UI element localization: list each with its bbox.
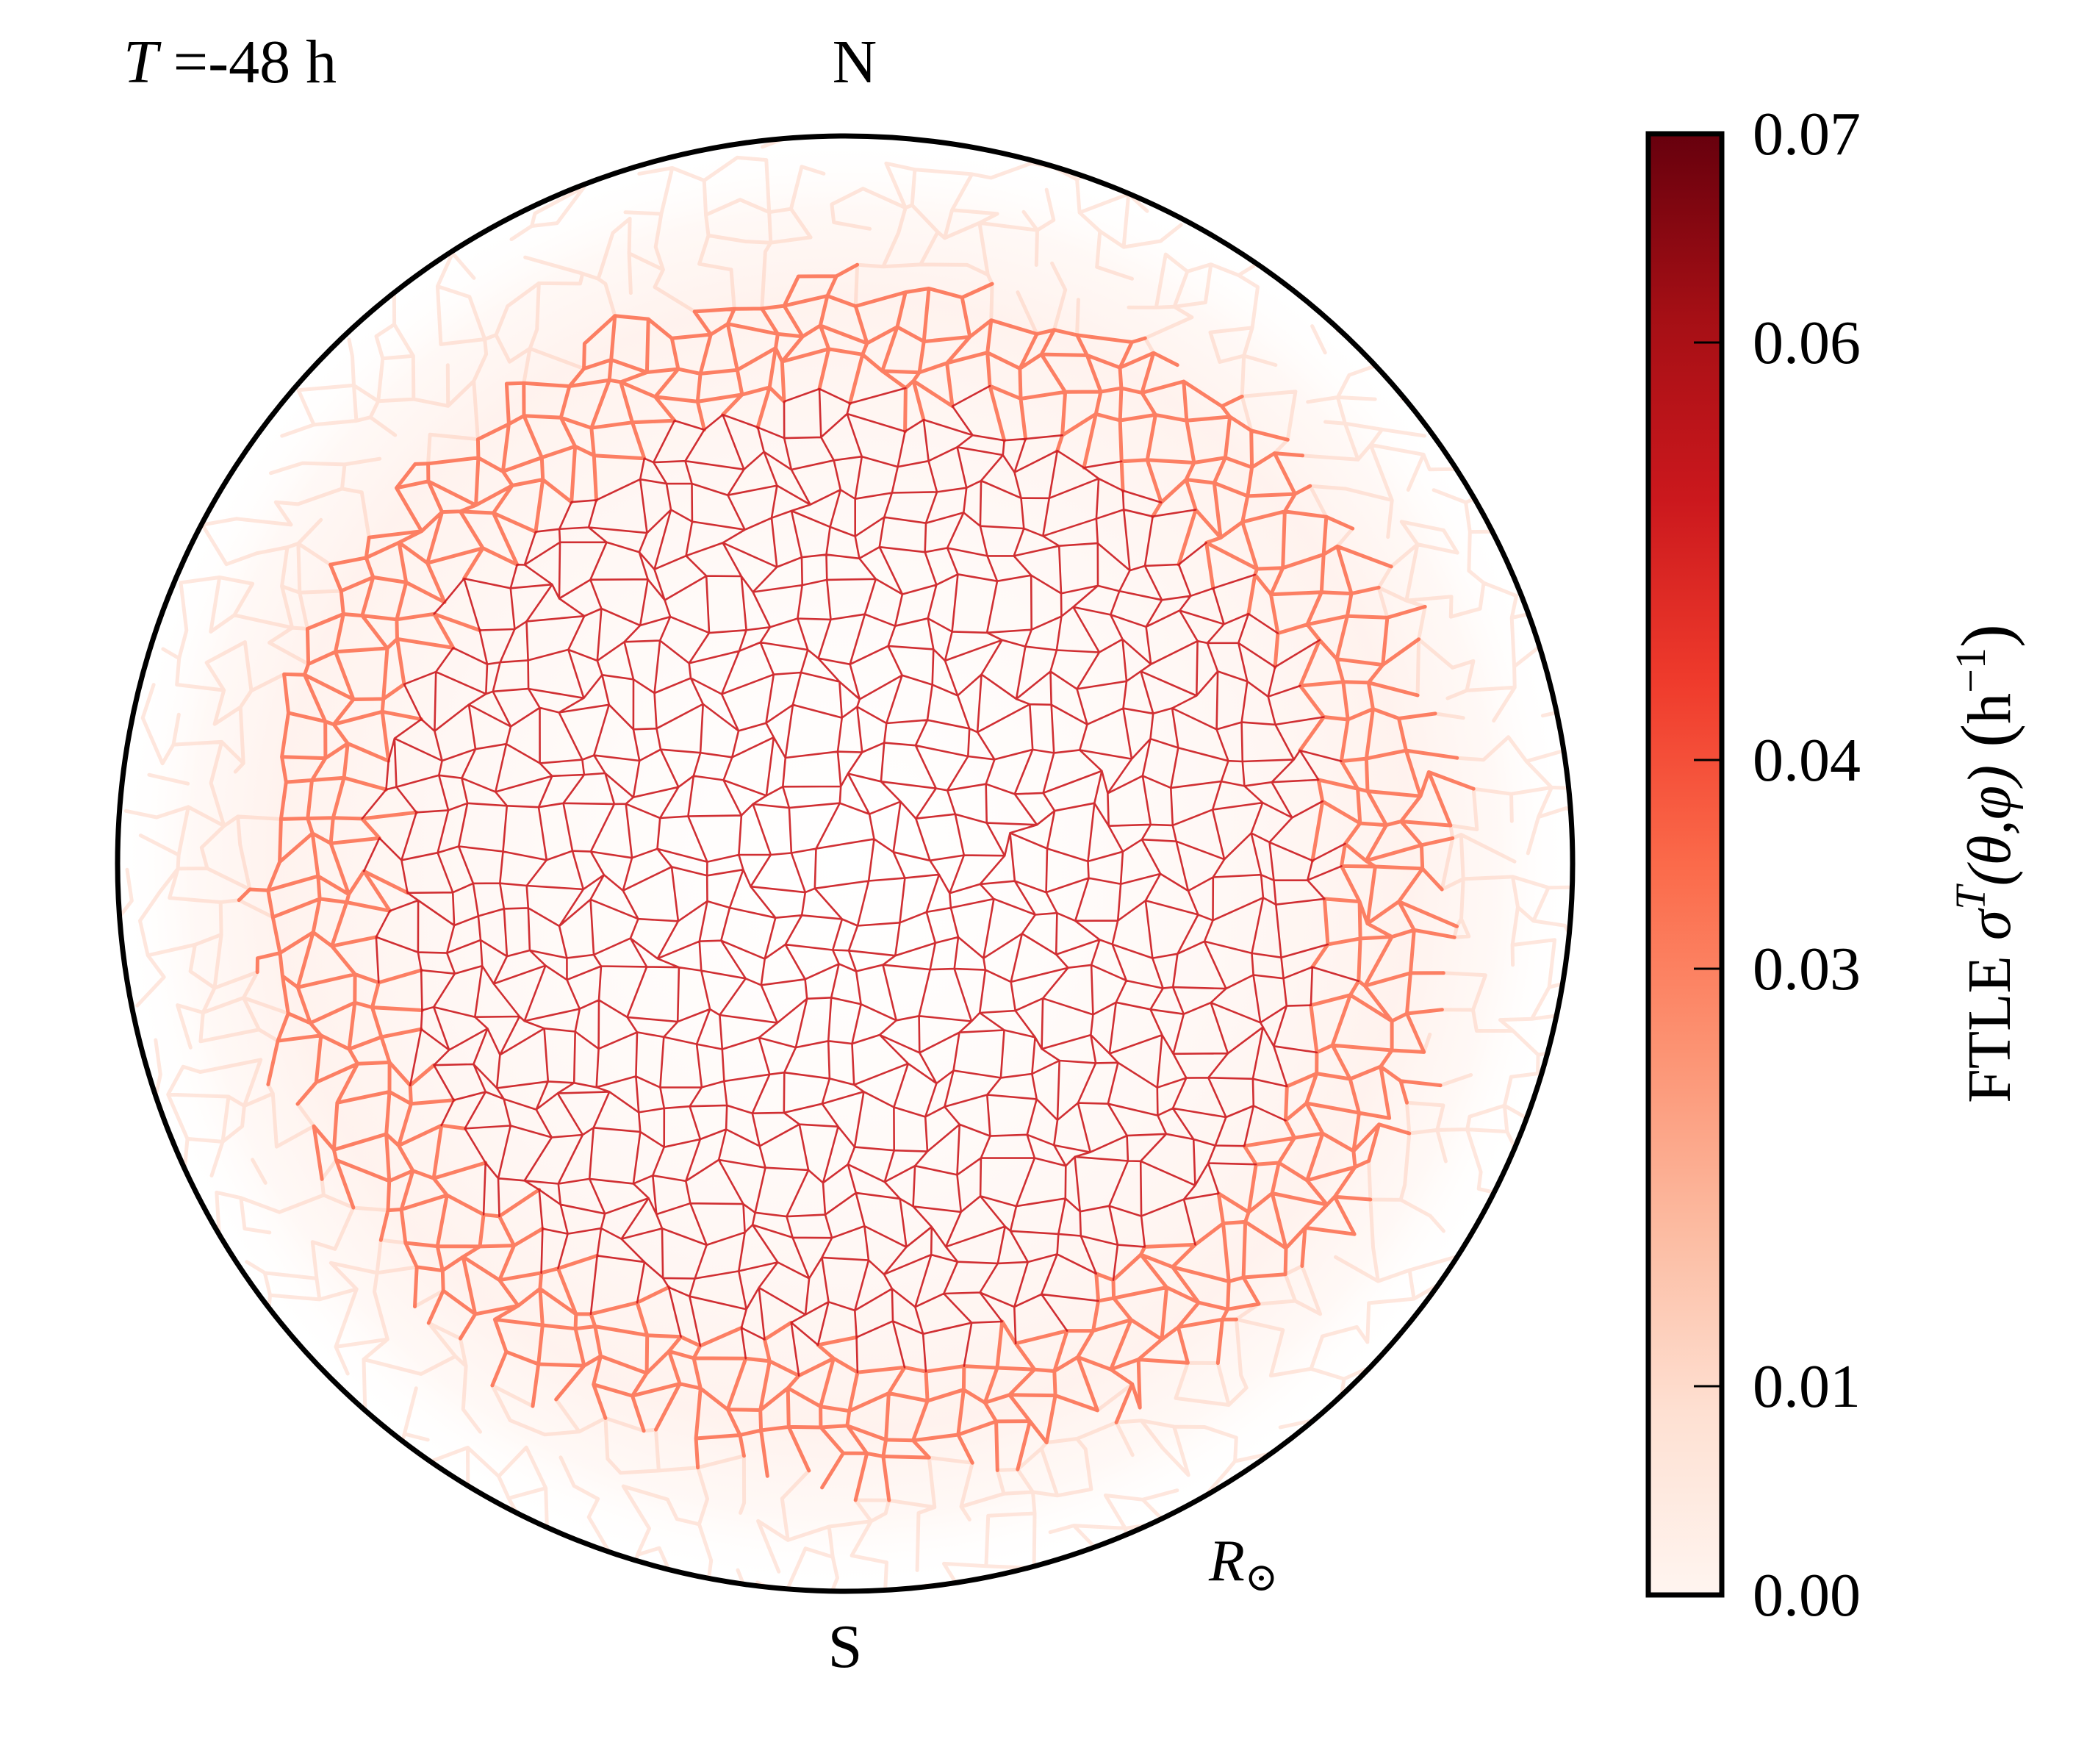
colorbar-tick-label: 0.04 xyxy=(1753,726,1861,795)
colorbar-label-units-base: h xyxy=(1955,693,2024,724)
colorbar-tick-label: 0.00 xyxy=(1753,1561,1861,1629)
colorbar-ticks: 0.00 0.01 0.03 0.04 0.06 0.07 xyxy=(1694,100,1861,1629)
time-label: T =-48 h xyxy=(123,28,337,96)
colorbar-label-args: (θ,φ) xyxy=(1955,765,2024,886)
ftle-ridge-network xyxy=(118,136,1573,1591)
colorbar-label-prefix: FTLE xyxy=(1955,940,2024,1103)
colorbar-label: FTLE σT(θ,φ) (h−1) xyxy=(1947,624,2025,1103)
colorbar-label-var: σ xyxy=(1955,907,2024,940)
time-var: T xyxy=(123,28,162,96)
radius-label: R⊙ xyxy=(1208,1529,1278,1599)
radius-sub: ⊙ xyxy=(1245,1555,1278,1599)
ftle-inner-ridges xyxy=(361,384,1360,1377)
colorbar-label-units-close: ) xyxy=(1947,624,2025,648)
colorbar-frame xyxy=(1645,131,1725,1598)
solar-disk xyxy=(115,133,1576,1594)
colorbar-label-units-open: ( xyxy=(1947,724,2025,765)
colorbar-tick-label: 0.06 xyxy=(1753,309,1861,377)
ftle-edge-ridges xyxy=(237,262,1476,1502)
colorbar-gradient xyxy=(1648,134,1722,1595)
colorbar: 0.00 0.01 0.03 0.04 0.06 0.07 FTLE σT(θ,φ) (h… xyxy=(1645,100,2025,1629)
colorbar-tick-label: 0.03 xyxy=(1753,935,1861,1003)
south-label: S xyxy=(828,1613,863,1681)
colorbar-label-units-sup: −1 xyxy=(1947,648,1994,693)
colorbar-label-sup: T xyxy=(1947,883,1994,910)
north-label: N xyxy=(833,28,877,96)
disk-limb xyxy=(115,133,1576,1594)
colorbar-tick-label: 0.07 xyxy=(1753,100,1861,168)
radius-var: R xyxy=(1208,1529,1245,1593)
time-value: =-48 h xyxy=(158,28,337,96)
colorbar-tick-label: 0.01 xyxy=(1753,1352,1861,1421)
